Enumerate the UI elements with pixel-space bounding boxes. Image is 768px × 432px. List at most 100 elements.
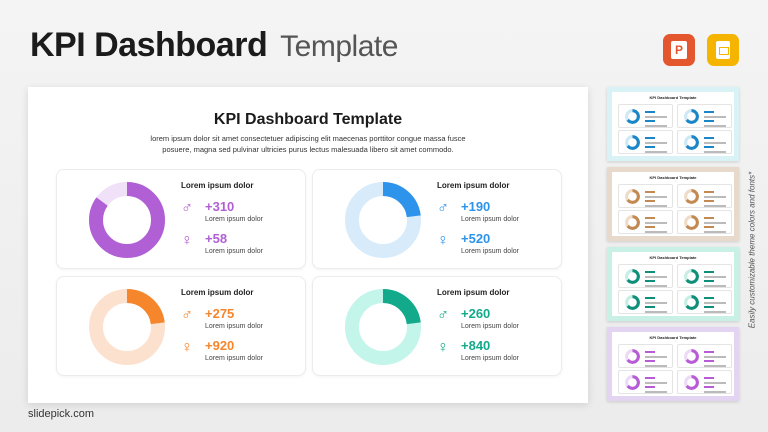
- female-symbol-icon: ♀: [437, 232, 449, 249]
- thumbnail-text-line: [704, 365, 726, 367]
- thumbnail-text-line: [704, 111, 714, 113]
- thumbnail-text-line: [645, 196, 667, 198]
- thumbnail-text-line: [645, 200, 655, 202]
- thumbnail-text-line: [704, 137, 714, 139]
- thumbnail-text-line: [704, 306, 714, 308]
- thumbnail-text-line: [704, 196, 726, 198]
- thumbnail-title: KPI Dashboard Template: [649, 255, 697, 260]
- thumbnail-text-line: [645, 271, 655, 273]
- thumbnail-mini-card: [618, 344, 673, 368]
- page-title: KPI Dashboard Template: [30, 26, 398, 65]
- male-symbol-icon: ♂: [181, 307, 193, 324]
- thumbnail-text-line: [645, 356, 667, 358]
- female-value: +58: [205, 231, 228, 246]
- thumbnail-text-line: [645, 386, 655, 388]
- thumbnail-text-line: [645, 217, 655, 219]
- male-label: Lorem ipsum dolor: [205, 216, 263, 223]
- thumbnail-donut-icon: [625, 109, 640, 124]
- thumbnail-text-line: [645, 205, 667, 207]
- google-slides-icon[interactable]: [707, 34, 739, 66]
- thumbnail-text-line: [704, 285, 726, 287]
- female-value: +920: [205, 338, 235, 353]
- male-label: Lorem ipsum dolor: [205, 323, 263, 330]
- thumbnail-text-line: [645, 142, 667, 144]
- slide-thumbnail-1[interactable]: KPI Dashboard Template: [607, 87, 739, 161]
- thumbnail-donut-icon: [625, 375, 640, 390]
- thumbnail-title: KPI Dashboard Template: [649, 175, 697, 180]
- main-slide-preview: KPI Dashboard Template lorem ipsum dolor…: [28, 87, 588, 403]
- female-symbol-icon: ♀: [181, 339, 193, 356]
- donut-chart-icon: [345, 289, 421, 365]
- kpi-card-heading: Lorem ipsum dolor: [437, 181, 510, 190]
- thumbnail-text-line: [645, 311, 667, 313]
- thumbnail-donut-icon: [684, 109, 699, 124]
- female-stat: ♀ +840 Lorem ipsum dolor: [437, 338, 519, 363]
- female-stat: ♀ +58 Lorem ipsum dolor: [181, 231, 263, 256]
- thumbnail-text-line: [704, 142, 726, 144]
- thumbnail-text-line: [704, 280, 714, 282]
- title-light: Template: [280, 30, 398, 63]
- female-label: Lorem ipsum dolor: [205, 248, 263, 255]
- thumbnail-text-line: [645, 151, 667, 153]
- male-value: +260: [461, 306, 491, 321]
- thumbnail-text-line: [645, 137, 655, 139]
- female-value: +840: [461, 338, 491, 353]
- thumbnail-text-line: [645, 360, 655, 362]
- female-stat: ♀ +920 Lorem ipsum dolor: [181, 338, 263, 363]
- thumbnail-text-line: [704, 302, 726, 304]
- kpi-card-4: Lorem ipsum dolor ♂ +260 Lorem ipsum dol…: [312, 276, 562, 376]
- thumbnail-text-line: [645, 222, 667, 224]
- female-label: Lorem ipsum dolor: [461, 355, 519, 362]
- thumbnail-text-line: [645, 226, 655, 228]
- thumbnail-text-line: [704, 217, 714, 219]
- google-slides-sheet-icon: [716, 41, 730, 59]
- male-label: Lorem ipsum dolor: [461, 323, 519, 330]
- thumbnail-text-line: [645, 276, 667, 278]
- male-stat: ♂ +275 Lorem ipsum dolor: [181, 307, 263, 331]
- thumbnail-mini-card: [618, 210, 673, 234]
- thumbnail-mini-card: [677, 370, 732, 394]
- thumbnail-text-line: [704, 120, 714, 122]
- thumbnail-text-line: [704, 125, 726, 127]
- female-stat: ♀ +520 Lorem ipsum dolor: [437, 232, 519, 256]
- thumbnail-mini-card: [677, 264, 732, 288]
- thumbnail-text-line: [704, 151, 726, 153]
- thumbnail-text-line: [704, 276, 726, 278]
- thumbnail-mini-card: [618, 104, 673, 128]
- thumbnail-mini-card: [618, 264, 673, 288]
- powerpoint-icon[interactable]: P: [663, 34, 695, 66]
- powerpoint-letter: P: [671, 41, 687, 59]
- thumbnail-mini-card: [677, 344, 732, 368]
- female-symbol-icon: ♀: [437, 339, 449, 356]
- thumbnail-text-line: [645, 365, 667, 367]
- donut-chart-icon: [345, 182, 421, 258]
- thumbnail-mini-card: [677, 184, 732, 208]
- thumbnail-text-line: [704, 311, 726, 313]
- thumbnail-donut-icon: [684, 349, 699, 364]
- donut-chart-icon: [89, 289, 165, 365]
- thumbnail-text-line: [645, 191, 655, 193]
- slide-thumbnail-4[interactable]: KPI Dashboard Template: [607, 327, 739, 401]
- thumbnail-text-line: [704, 226, 714, 228]
- slide-subtitle-line-2: posuere, magna sed pulvinar ultricies pu…: [162, 145, 454, 154]
- female-symbol-icon: ♀: [181, 232, 193, 249]
- male-stat: ♂ +310 Lorem ipsum dolor: [181, 200, 263, 224]
- thumbnail-donut-icon: [625, 349, 640, 364]
- thumbnail-text-line: [704, 386, 714, 388]
- kpi-card-2: Lorem ipsum dolor ♂ +190 Lorem ipsum dol…: [312, 169, 562, 269]
- thumbnail-title: KPI Dashboard Template: [649, 95, 697, 100]
- thumbnail-text-line: [645, 280, 655, 282]
- slide-thumbnail-3[interactable]: KPI Dashboard Template: [607, 247, 739, 321]
- donut-chart-icon: [89, 182, 165, 258]
- thumbnail-mini-card: [618, 184, 673, 208]
- thumbnail-text-line: [645, 351, 655, 353]
- thumbnail-text-line: [704, 377, 714, 379]
- thumbnail-text-line: [704, 351, 714, 353]
- slide-thumbnail-2[interactable]: KPI Dashboard Template: [607, 167, 739, 241]
- thumbnail-donut-icon: [625, 269, 640, 284]
- thumbnail-donut-icon: [625, 295, 640, 310]
- brand-link[interactable]: slidepick.com: [28, 408, 95, 420]
- thumbnail-text-line: [645, 146, 655, 148]
- thumbnail-mini-card: [677, 210, 732, 234]
- thumbnail-text-line: [704, 146, 714, 148]
